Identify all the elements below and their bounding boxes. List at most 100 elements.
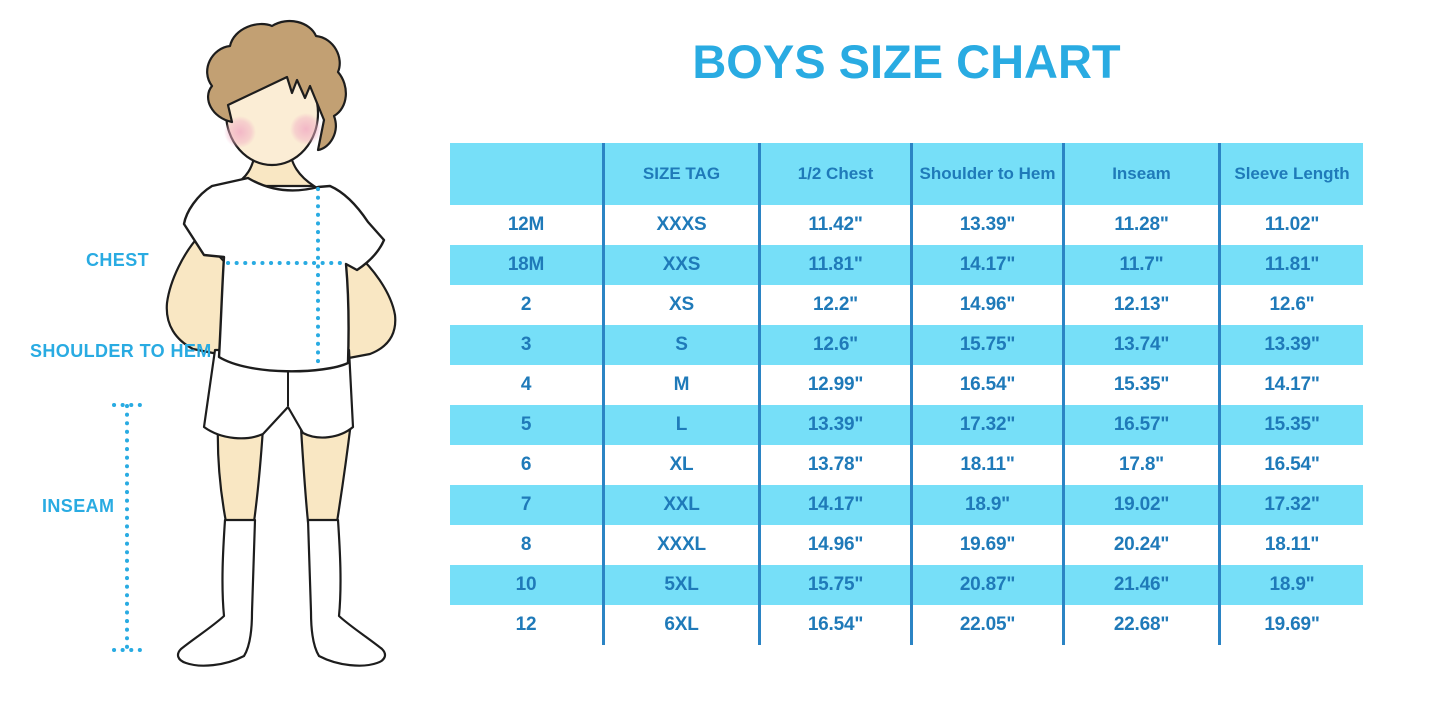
column-header: 1/2 Chest	[758, 143, 910, 205]
table-row: 12M XXXS 11.42" 13.39" 11.28" 11.02"	[450, 205, 1363, 245]
table-header-row: SIZE TAG 1/2 Chest Shoulder to Hem Inseam Sl…	[450, 143, 1363, 205]
table-cell: 11.28"	[1062, 205, 1218, 245]
table-cell: 12.6"	[758, 325, 910, 365]
table-cell: 19.69"	[910, 525, 1062, 565]
table-cell: 16.54"	[758, 605, 910, 645]
table-cell: 11.02"	[1218, 205, 1363, 245]
table-cell: 12.99"	[758, 365, 910, 405]
table-cell: 22.68"	[1062, 605, 1218, 645]
left-blush	[224, 116, 256, 148]
right-sock	[306, 518, 387, 667]
table-cell: XXL	[602, 485, 758, 525]
table-cell: 14.17"	[910, 245, 1062, 285]
table-cell: XXXS	[602, 205, 758, 245]
table-cell: 13.39"	[910, 205, 1062, 245]
table-cell: 22.05"	[910, 605, 1062, 645]
table-cell: XXXL	[602, 525, 758, 565]
table-cell: 12M	[507, 214, 545, 235]
table-cell: 12.2"	[758, 285, 910, 325]
column-header: SIZE TAG	[602, 143, 758, 205]
table-cell: M	[602, 365, 758, 405]
table-cell: 15.75"	[910, 325, 1062, 365]
table-row: 2 XS 12.2" 14.96" 12.13" 12.6"	[450, 285, 1363, 325]
table-cell: 17.32"	[910, 405, 1062, 445]
left-arm	[165, 233, 232, 358]
table-cell: 14.17"	[758, 485, 910, 525]
table-cell: 13.74"	[1062, 325, 1218, 365]
table-cell: 14.17"	[1218, 365, 1363, 405]
right-arm	[334, 248, 397, 362]
table-cell: 8	[520, 534, 532, 555]
column-header: Inseam	[1062, 143, 1218, 205]
table-cell: 11.42"	[758, 205, 910, 245]
shorts	[202, 348, 355, 440]
table-cell: XL	[602, 445, 758, 485]
shoulder-to-hem-label: SHOULDER TO HEM	[30, 341, 212, 361]
page-title: BOYS SIZE CHART	[692, 35, 1121, 88]
table-cell: XS	[602, 285, 758, 325]
table-cell: 15.35"	[1218, 405, 1363, 445]
table-cell: 21.46"	[1062, 565, 1218, 605]
table-row: 10 5XL 15.75" 20.87" 21.46" 18.9"	[450, 565, 1363, 605]
table-row: 4 M 12.99" 16.54" 15.35" 14.17"	[450, 365, 1363, 405]
table-row: 12 6XL 16.54" 22.05" 22.68" 19.69"	[450, 605, 1363, 645]
table-cell: 18M	[507, 254, 545, 275]
table-cell: 5XL	[602, 565, 758, 605]
table-cell: 11.7"	[1062, 245, 1218, 285]
table-cell: 11.81"	[1218, 245, 1363, 285]
table-cell: 18.9"	[910, 485, 1062, 525]
size-table: SIZE TAG 1/2 Chest Shoulder to Hem Inseam Sl…	[450, 143, 1363, 645]
table-row: 8 XXXL 14.96" 19.69" 20.24" 18.11"	[450, 525, 1363, 565]
table-cell: 18.9"	[1218, 565, 1363, 605]
table-cell: 6	[520, 454, 532, 475]
table-row: 18M XXS 11.81" 14.17" 11.7" 11.81"	[450, 245, 1363, 285]
table-cell: 14.96"	[910, 285, 1062, 325]
table-cell: 11.81"	[758, 245, 910, 285]
table-cell: 17.8"	[1062, 445, 1218, 485]
table-cell: 16.57"	[1062, 405, 1218, 445]
table-cell: 19.69"	[1218, 605, 1363, 645]
table-cell: L	[602, 405, 758, 445]
table-cell: 4	[520, 374, 532, 395]
table-row: 3 S 12.6" 15.75" 13.74" 13.39"	[450, 325, 1363, 365]
hair	[206, 19, 347, 152]
table-cell: 7	[520, 494, 532, 515]
table-cell: 13.39"	[758, 405, 910, 445]
column-header: Sleeve Length	[1218, 143, 1363, 205]
right-blush	[290, 113, 322, 145]
table-cell: 15.35"	[1062, 365, 1218, 405]
table-cell: 13.39"	[1218, 325, 1363, 365]
table-cell: 13.78"	[758, 445, 910, 485]
table-cell: 20.87"	[910, 565, 1062, 605]
table-cell: 6XL	[602, 605, 758, 645]
table-cell: 20.24"	[1062, 525, 1218, 565]
boy-illustration: CHEST SHOULDER TO HEM INSEAM	[0, 0, 450, 723]
table-cell: 18.11"	[1218, 525, 1363, 565]
table-cell: 17.32"	[1218, 485, 1363, 525]
table-row: 7 XXL 14.17" 18.9" 19.02" 17.32"	[450, 485, 1363, 525]
table-cell: 2	[520, 294, 532, 315]
table-cell: 3	[520, 334, 532, 355]
inseam-label: INSEAM	[42, 496, 115, 516]
table-cell: 12	[515, 614, 537, 635]
table-cell: S	[602, 325, 758, 365]
boy-illustration-svg	[112, 19, 397, 667]
table-cell: 14.96"	[758, 525, 910, 565]
table-cell: 15.75"	[758, 565, 910, 605]
chest-label: CHEST	[86, 250, 150, 270]
table-cell: 12.6"	[1218, 285, 1363, 325]
column-header: Shoulder to Hem	[910, 143, 1062, 205]
table-cell: 16.54"	[910, 365, 1062, 405]
left-sock	[176, 518, 257, 667]
table-row: 5 L 13.39" 17.32" 16.57" 15.35"	[450, 405, 1363, 445]
table-cell: 19.02"	[1062, 485, 1218, 525]
table-row: 6 XL 13.78" 18.11" 17.8" 16.54"	[450, 445, 1363, 485]
table-cell: 5	[520, 414, 532, 435]
table-cell: 12.13"	[1062, 285, 1218, 325]
table-cell: 16.54"	[1218, 445, 1363, 485]
tshirt	[182, 176, 386, 373]
column-header	[450, 143, 602, 205]
table-cell: 10	[515, 574, 537, 595]
table-cell: XXS	[602, 245, 758, 285]
